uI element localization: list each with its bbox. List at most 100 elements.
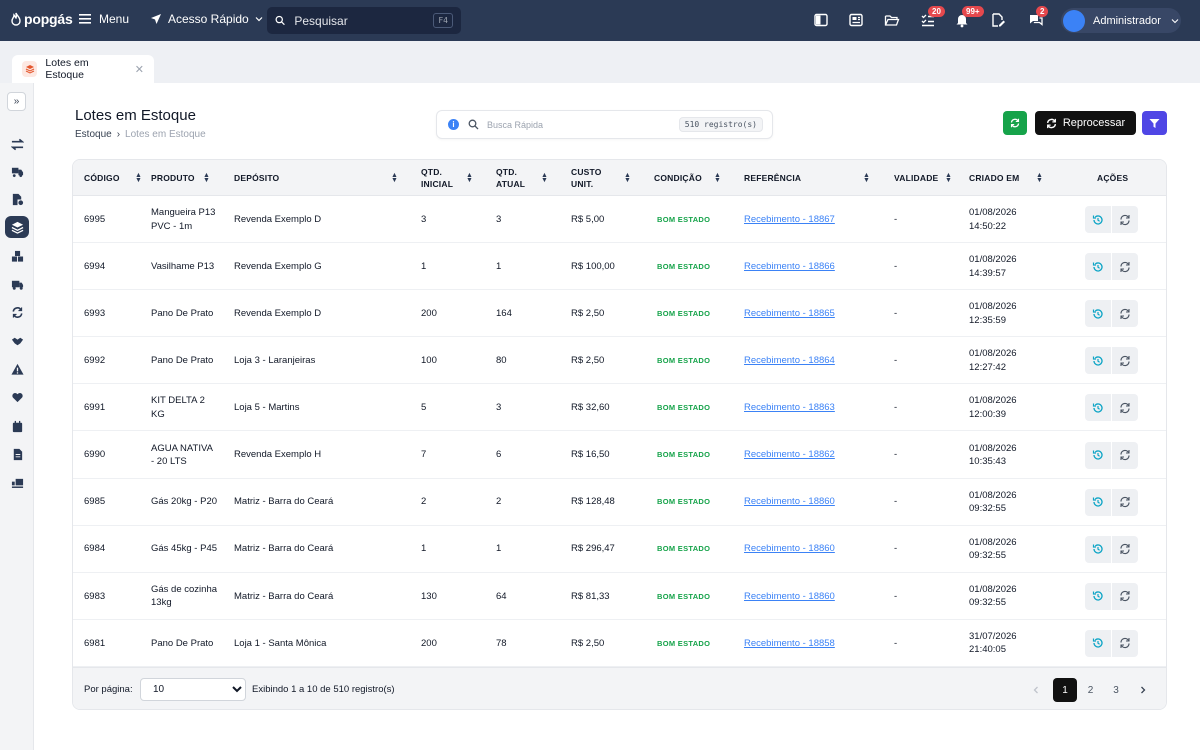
info-icon[interactable]: i xyxy=(448,119,459,130)
quick-search-input[interactable] xyxy=(487,119,679,130)
cell-text: 6983 xyxy=(84,590,106,602)
col-label: CUSTO UNIT. xyxy=(571,167,602,189)
sort-icon[interactable]: ▲ ▼ xyxy=(714,172,722,184)
page-button[interactable]: 1 xyxy=(1053,678,1077,702)
reprocess-row-button[interactable] xyxy=(1112,394,1138,422)
sort-icon[interactable]: ▲ ▼ xyxy=(1036,172,1044,184)
reprocess-row-button[interactable] xyxy=(1112,488,1138,516)
edit-document-icon[interactable] xyxy=(990,12,1006,28)
cell-text[interactable]: Recebimento - 18860 xyxy=(744,496,835,508)
history-button[interactable] xyxy=(1085,206,1111,233)
history-button[interactable] xyxy=(1085,253,1111,281)
bell-icon[interactable]: 99+ xyxy=(954,6,984,28)
cell-text[interactable]: Recebimento - 18866 xyxy=(744,260,835,272)
app-logo[interactable]: popgás xyxy=(10,11,73,27)
global-search[interactable]: F4 xyxy=(267,7,461,34)
reprocess-button[interactable]: Reprocessar xyxy=(1035,111,1136,135)
page-button[interactable]: 2 xyxy=(1087,684,1094,696)
panel-toggle-icon[interactable] xyxy=(813,12,829,28)
sort-icon[interactable]: ▲ ▼ xyxy=(203,172,211,184)
sort-icon[interactable]: ▲ ▼ xyxy=(541,172,549,184)
menu-button[interactable]: Menu xyxy=(79,12,129,26)
cell-text[interactable]: Recebimento - 18860 xyxy=(744,590,835,602)
cell-text[interactable]: Recebimento - 18862 xyxy=(744,449,835,461)
sort-icon[interactable]: ▲ ▼ xyxy=(624,172,632,184)
tasks-icon[interactable]: 20 xyxy=(920,6,945,28)
layers-icon[interactable] xyxy=(5,216,29,238)
filter-button[interactable] xyxy=(1142,111,1167,135)
sidebar-expand-button[interactable]: » xyxy=(7,92,26,111)
reprocess-row-button[interactable] xyxy=(1112,206,1138,233)
reprocess-row-button[interactable] xyxy=(1112,347,1138,375)
reprocess-row-button[interactable] xyxy=(1112,253,1138,281)
col-validade[interactable]: VALIDADE ▲ ▼ xyxy=(894,160,954,196)
cell-text[interactable]: Recebimento - 18860 xyxy=(744,543,835,555)
user-menu[interactable]: Administrador xyxy=(1061,8,1181,33)
history-button[interactable] xyxy=(1085,441,1111,469)
cell-text[interactable]: Recebimento - 18867 xyxy=(744,213,835,225)
folder-open-icon[interactable] xyxy=(884,12,900,28)
sort-icon[interactable]: ▲ ▼ xyxy=(466,172,474,184)
reprocess-row-button[interactable] xyxy=(1112,629,1138,657)
cell-condicao: BOM ESTADO xyxy=(657,479,727,526)
boxes-icon[interactable] xyxy=(5,245,29,267)
tab-lotes-em-estoque[interactable]: Lotes em Estoque ✕ xyxy=(12,55,154,83)
col-referencia[interactable]: REFERÊNCIA ▲ ▼ xyxy=(744,160,874,196)
history-button[interactable] xyxy=(1085,535,1111,563)
reprocess-row-button[interactable] xyxy=(1112,300,1138,328)
quick-search[interactable]: i 510 registro(s) xyxy=(436,110,773,139)
reprocess-row-button[interactable] xyxy=(1112,441,1138,469)
handshake-icon[interactable] xyxy=(5,330,29,352)
document-gear-icon[interactable] xyxy=(5,188,29,210)
col-produto[interactable]: PRODUTO ▲ ▼ xyxy=(151,160,211,196)
col-deposito[interactable]: DEPÓSITO ▲ ▼ xyxy=(234,160,404,196)
warning-icon[interactable] xyxy=(5,358,29,380)
history-button[interactable] xyxy=(1085,629,1111,657)
sort-icon[interactable]: ▲ ▼ xyxy=(945,172,953,184)
truck-icon[interactable] xyxy=(5,273,29,295)
col-qtd-atual[interactable]: QTD. ATUAL ▲ ▼ xyxy=(496,160,551,196)
cell-text[interactable]: Recebimento - 18864 xyxy=(744,355,835,367)
sort-icon[interactable]: ▲ ▼ xyxy=(135,172,143,184)
global-search-input[interactable] xyxy=(294,13,425,28)
history-button[interactable] xyxy=(1085,300,1111,328)
reprocess-row-button[interactable] xyxy=(1112,535,1138,563)
refresh-button[interactable] xyxy=(1003,111,1027,135)
col-custo-unit[interactable]: CUSTO UNIT. ▲ ▼ xyxy=(571,160,633,196)
close-icon[interactable]: ✕ xyxy=(134,63,144,76)
breadcrumb-item-estoque[interactable]: Estoque xyxy=(75,129,112,140)
col-codigo[interactable]: CÓDIGO ▲ ▼ xyxy=(84,160,144,196)
cell-text[interactable]: Recebimento - 18858 xyxy=(744,637,835,649)
col-qtd-inicial[interactable]: QTD. INICIAL ▲ ▼ xyxy=(421,160,476,196)
truck-box-icon[interactable] xyxy=(5,160,29,182)
cell-text[interactable]: Recebimento - 18863 xyxy=(744,402,835,414)
history-icon xyxy=(1092,497,1103,507)
quick-access-button[interactable]: Acesso Rápido xyxy=(150,12,263,26)
prev-page-button[interactable] xyxy=(1024,678,1048,702)
col-condicao[interactable]: CONDIÇÃO ▲ ▼ xyxy=(654,160,724,196)
history-button[interactable] xyxy=(1085,347,1111,375)
news-icon[interactable] xyxy=(848,12,864,28)
messages-badge: 2 xyxy=(1036,6,1049,17)
cell-condicao: BOM ESTADO xyxy=(657,526,727,573)
truck-ramp-icon[interactable] xyxy=(5,472,29,494)
history-button[interactable] xyxy=(1085,582,1111,610)
sync-icon[interactable] xyxy=(5,301,29,323)
col-criado-em[interactable]: CRIADO EM ▲ ▼ xyxy=(969,160,1049,196)
sort-icon[interactable]: ▲ ▼ xyxy=(391,172,399,184)
cell-text: Gás 20kg - P20 xyxy=(151,496,218,508)
per-page-select[interactable]: 10 xyxy=(140,678,246,701)
reprocess-row-button[interactable] xyxy=(1112,582,1138,610)
cell-codigo: 6983 xyxy=(84,573,144,620)
chat-icon[interactable]: 2 xyxy=(1028,6,1049,28)
history-button[interactable] xyxy=(1085,394,1111,422)
sort-icon[interactable]: ▲ ▼ xyxy=(863,172,871,184)
heart-hand-icon[interactable] xyxy=(5,386,29,408)
cell-text[interactable]: Recebimento - 18865 xyxy=(744,307,835,319)
transfer-icon[interactable] xyxy=(5,133,29,155)
calendar-icon[interactable] xyxy=(5,415,29,437)
file-icon[interactable] xyxy=(5,443,29,465)
next-page-button[interactable] xyxy=(1131,678,1155,702)
history-button[interactable] xyxy=(1085,488,1111,516)
page-button[interactable]: 3 xyxy=(1113,684,1119,696)
